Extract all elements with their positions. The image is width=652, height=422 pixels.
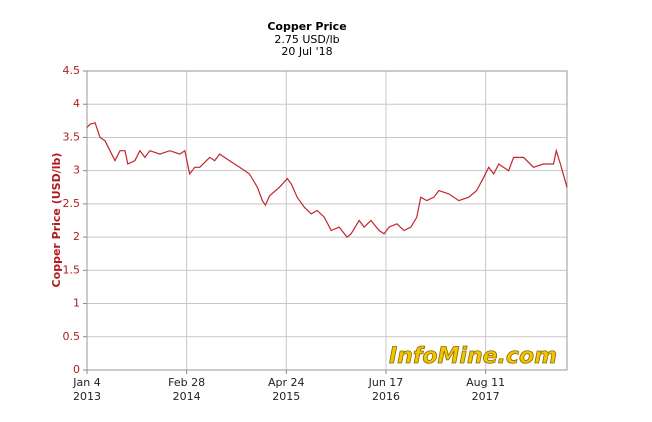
y-tick-label: 2.5 (63, 197, 81, 210)
x-tick-label: 2015 (272, 390, 300, 403)
y-tick-label: 0.5 (63, 330, 81, 343)
y-tick-label: 1.5 (63, 263, 81, 276)
x-tick-label: 2016 (372, 390, 400, 403)
x-tick-label: Feb 28 (168, 376, 205, 389)
y-axis-label: Copper Price (USD/lb) (50, 153, 63, 288)
y-tick-label: 1 (73, 297, 80, 310)
x-tick-label: 2017 (472, 390, 500, 403)
y-tick-label: 3 (73, 164, 80, 177)
y-tick-label: 2 (73, 230, 80, 243)
plot-frame (86, 70, 568, 371)
x-tick-label: 2014 (173, 390, 201, 403)
x-tick-label: Apr 24 (268, 376, 305, 389)
price-line (86, 122, 568, 238)
chart-subtitle: 2.75 USD/lb (274, 33, 339, 46)
x-tick-label: 2013 (73, 390, 101, 403)
y-tick-label: 4 (73, 97, 80, 110)
chart-subtitle: 20 Jul '18 (281, 45, 332, 58)
watermark: InfoMine.com (389, 344, 557, 369)
x-tick-label: Jun 17 (368, 376, 404, 389)
x-tick-label: Jan 4 (72, 376, 100, 389)
y-tick-label: 3.5 (63, 130, 81, 143)
y-tick-label: 0 (73, 363, 80, 376)
x-tick-label: Aug 11 (466, 376, 505, 389)
y-tick-label: 4.5 (63, 64, 81, 77)
chart-title: Copper Price (267, 20, 346, 33)
